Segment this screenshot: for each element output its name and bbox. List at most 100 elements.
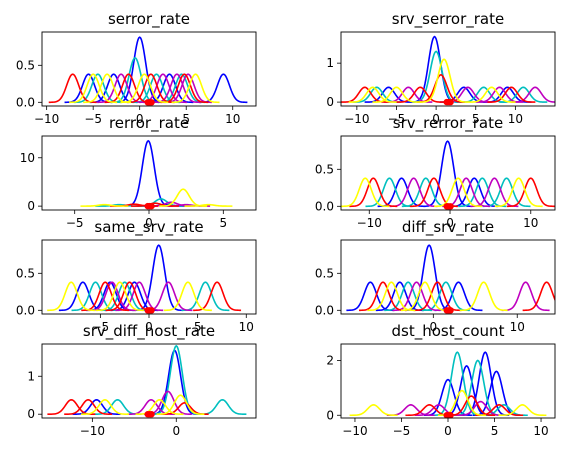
subplot-title: diff_srv_rate (402, 218, 494, 237)
x-tick-label: 0 (145, 320, 153, 334)
baseline-marker-2 (148, 202, 155, 210)
subplot-4: −5 0 5 10 0.0 0.5 same_srv_rate (16, 218, 257, 334)
series-4-peak-2 (163, 281, 212, 312)
x-tick-label: 10 (239, 320, 254, 334)
baseline-marker-2 (148, 307, 155, 314)
x-tick-label: 5 (182, 112, 190, 126)
y-tick-label: 0.0 (315, 199, 334, 213)
baseline-marker-2 (447, 203, 454, 210)
x-tick-label: 0 (444, 424, 452, 438)
baseline-marker-2 (447, 307, 454, 314)
series-4-peak-0 (80, 398, 129, 415)
x-tick-label: −5 (84, 112, 102, 126)
x-tick-label: −10 (342, 424, 367, 438)
series-3-peak-0 (47, 398, 96, 415)
series-2-peak-1 (501, 281, 550, 312)
series-4-peak-1 (372, 86, 421, 103)
x-tick-label: −5 (92, 320, 110, 334)
subplot-title: same_srv_rate (94, 218, 203, 237)
subplot-5: 0 10 0.0 0.5 diff_srv_rate (315, 218, 556, 334)
axes-frame (340, 31, 556, 107)
x-tick-label: 0 (432, 112, 440, 126)
series-4-peak-2 (459, 281, 508, 312)
x-tick-label: 10 (508, 112, 523, 126)
series-4-peak-0 (47, 281, 96, 312)
series-1-peak-1 (412, 50, 461, 103)
subplot-0: −10 −5 0 5 10 0.0 0.5 serror_rate (16, 10, 257, 126)
y-tick-label: 0.0 (16, 303, 35, 317)
y-tick-label: 0 (27, 199, 35, 213)
y-tick-label: 0 (326, 95, 334, 109)
series-0-peak-0 (72, 398, 121, 415)
series-4-peak-2 (120, 73, 169, 104)
subplot-title: srv_rerror_rate (393, 114, 503, 133)
baseline-marker-2 (447, 412, 454, 419)
x-tick-label: −5 (393, 424, 411, 438)
series-2-peak-2 (456, 400, 505, 417)
subplot-6: −10 0 0 1 srv_diff_host_rate (27, 322, 257, 438)
baseline-marker-2 (447, 98, 454, 106)
series-3-peak-1 (447, 395, 496, 417)
series-3-peak-1 (396, 86, 445, 103)
x-tick-label: 5 (194, 320, 202, 334)
y-tick-label: 0 (326, 408, 334, 422)
series-1-peak-2 (198, 398, 247, 415)
subplot-7: −10 −5 0 5 10 0 2 dst_host_count (326, 322, 556, 438)
series-4-peak-0 (341, 177, 390, 208)
series-4-peak-2 (184, 203, 233, 207)
series-4-peak-2 (156, 394, 205, 415)
series-3-peak-0 (358, 281, 407, 312)
subplot-title: srv_serror_rate (392, 10, 504, 29)
axes-frame (340, 343, 556, 419)
y-tick-label: 0 (27, 407, 35, 421)
x-tick-label: 10 (523, 216, 538, 230)
series-4-peak-3 (171, 73, 220, 104)
x-tick-label: 10 (510, 320, 525, 334)
baseline-marker-2 (148, 411, 155, 418)
x-tick-label: 5 (472, 112, 480, 126)
y-tick-label: 0.5 (315, 162, 334, 176)
x-tick-label: −10 (344, 112, 369, 126)
x-tick-label: −5 (388, 112, 406, 126)
series-0-peak-1 (150, 349, 199, 415)
series-4-peak-0 (69, 73, 118, 104)
axes-frame (41, 31, 257, 107)
x-tick-label: 0 (446, 216, 454, 230)
x-tick-label: 5 (219, 216, 227, 230)
y-tick-label: 0.0 (16, 95, 35, 109)
series-1-peak-3 (482, 177, 531, 208)
series-0-peak-0 (124, 139, 173, 207)
series-4-peak-2 (420, 58, 469, 103)
axes-frame (41, 343, 257, 419)
y-tick-label: 0.5 (16, 266, 35, 280)
y-tick-label: 0.0 (315, 303, 334, 317)
x-tick-label: −10 (80, 424, 105, 438)
series-3-peak-2 (506, 177, 555, 208)
y-tick-label: 10 (20, 151, 35, 165)
series-3-peak-3 (487, 86, 536, 103)
x-tick-label: 0 (429, 320, 437, 334)
x-tick-label: 0 (136, 112, 144, 126)
series-4-peak-2 (494, 177, 543, 208)
y-tick-label: 1 (326, 56, 334, 70)
series-3-peak-1 (64, 398, 113, 415)
series-2-peak-0 (389, 177, 438, 208)
x-tick-label: 0 (172, 424, 180, 438)
series-4-peak-2 (498, 404, 547, 417)
x-tick-label: −5 (66, 216, 84, 230)
subplot-1: −10 −5 0 5 10 0 1 srv_serror_rate (326, 10, 556, 126)
series-4-peak-1 (434, 177, 483, 208)
baseline-marker-2 (148, 99, 155, 106)
subplot-title: rerror_rate (109, 114, 189, 133)
y-tick-label: 1 (27, 369, 35, 383)
series-4-peak-1 (400, 281, 449, 312)
series-4-peak-1 (80, 203, 129, 207)
x-tick-label: 10 (533, 424, 548, 438)
subplot-2: −5 0 5 0 10 rerror_rate (20, 114, 257, 230)
series-0-peak-1 (423, 140, 472, 208)
x-tick-label: 5 (491, 424, 499, 438)
x-tick-label: 0 (145, 216, 153, 230)
series-3-peak-1 (130, 202, 179, 207)
axes-frame (340, 135, 556, 211)
